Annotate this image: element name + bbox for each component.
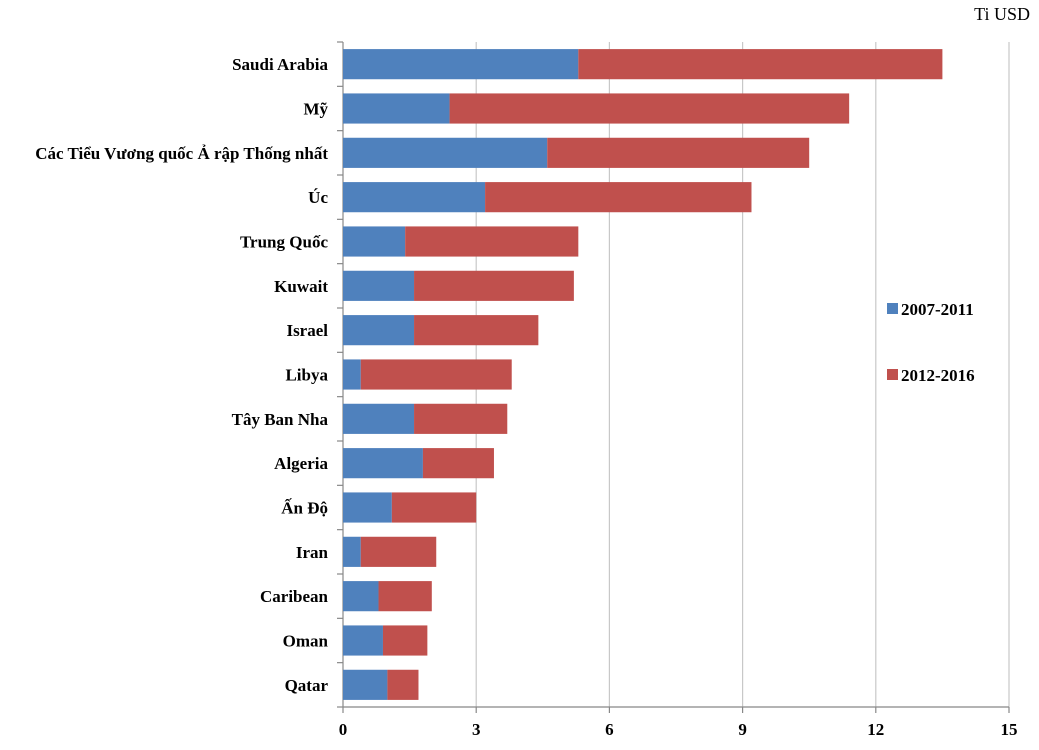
unit-label: Ti USD — [974, 4, 1030, 24]
bar-2-9 — [422, 448, 494, 479]
category-label-4: Trung Quốc — [240, 233, 328, 252]
bar-1-2 — [343, 137, 548, 168]
bar-1-3 — [343, 182, 486, 213]
bar-1-8 — [343, 403, 415, 434]
bar-1-0 — [343, 49, 579, 80]
category-label-2: Các Tiểu Vương quốc Ả rập Thống nhất — [35, 144, 328, 163]
bar-1-4 — [343, 226, 406, 257]
bar-2-11 — [360, 536, 437, 567]
bar-2-12 — [378, 581, 432, 612]
bar-2-7 — [360, 359, 512, 390]
category-label-9: Algeria — [274, 454, 328, 473]
bar-1-9 — [343, 448, 423, 479]
category-label-6: Israel — [286, 321, 328, 340]
bar-1-7 — [343, 359, 361, 390]
bar-1-10 — [343, 492, 392, 523]
bar-2-2 — [547, 137, 810, 168]
bar-2-8 — [414, 403, 508, 434]
x-tick-label-0: 0 — [339, 720, 348, 739]
bar-2-3 — [485, 182, 752, 213]
legend-label-2: 2012-2016 — [901, 366, 975, 385]
bar-2-0 — [578, 49, 943, 80]
x-tick-label-5: 15 — [1001, 720, 1018, 739]
bar-2-6 — [414, 315, 539, 346]
x-tick-label-3: 9 — [738, 720, 747, 739]
x-tick-label-4: 12 — [867, 720, 884, 739]
category-label-11: Iran — [296, 543, 329, 562]
x-tick-label-1: 3 — [472, 720, 481, 739]
category-label-8: Tây Ban Nha — [232, 410, 329, 429]
bar-1-5 — [343, 270, 415, 301]
category-label-14: Qatar — [285, 676, 329, 695]
bar-1-14 — [343, 669, 388, 700]
bar-2-14 — [387, 669, 419, 700]
bar-1-12 — [343, 581, 379, 612]
category-label-13: Oman — [283, 632, 329, 651]
category-label-5: Kuwait — [274, 277, 328, 296]
category-label-3: Úc — [308, 188, 328, 207]
bar-1-1 — [343, 93, 450, 124]
category-label-1: Mỹ — [303, 100, 328, 119]
bar-2-1 — [449, 93, 850, 124]
legend-swatch-1 — [887, 303, 898, 314]
bar-2-5 — [414, 270, 574, 301]
legend-label-1: 2007-2011 — [901, 300, 974, 319]
category-labels: Saudi Arabia Mỹ Các Tiểu Vương quốc Ả rập … — [35, 55, 328, 695]
category-label-7: Libya — [285, 366, 328, 385]
legend-swatch-2 — [887, 369, 898, 380]
bar-2-10 — [391, 492, 477, 523]
x-tick-labels: 0 3 6 9 12 15 — [339, 720, 1018, 739]
bars — [343, 49, 943, 700]
bar-2-4 — [405, 226, 579, 257]
bar-1-11 — [343, 536, 361, 567]
category-label-12: Caribean — [260, 587, 329, 606]
bar-1-6 — [343, 315, 415, 346]
category-label-0: Saudi Arabia — [232, 55, 328, 74]
legend: 2007-2011 2012-2016 — [887, 300, 975, 385]
bar-2-13 — [382, 625, 428, 656]
x-tick-label-2: 6 — [605, 720, 614, 739]
bar-1-13 — [343, 625, 383, 656]
category-label-10: Ấn Độ — [281, 499, 328, 518]
